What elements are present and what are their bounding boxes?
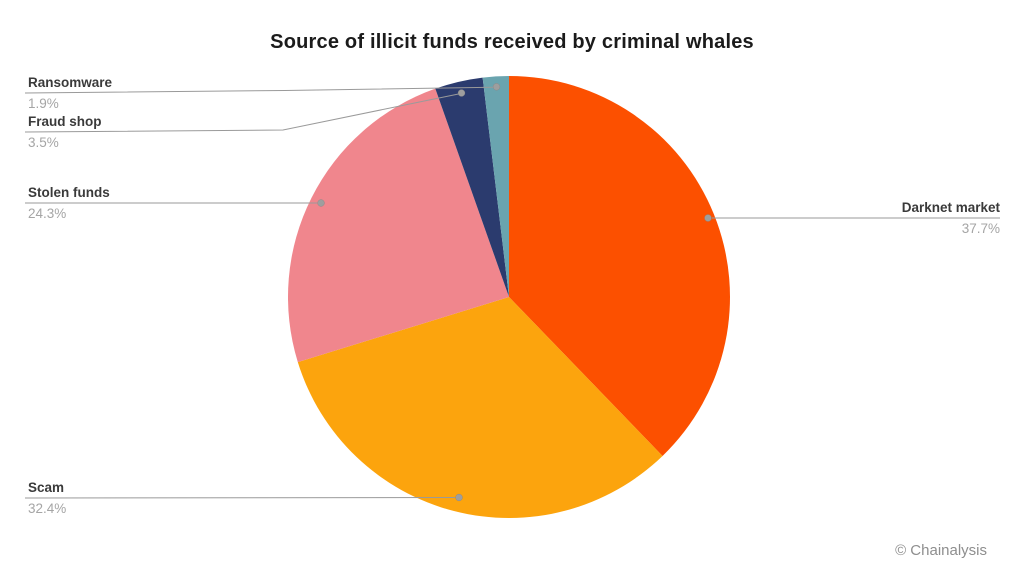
pie-slice-stolen-funds: [288, 88, 509, 363]
callout-fraud-shop: Fraud shop 3.5%: [28, 115, 102, 150]
callout-fraud-shop-percent: 3.5%: [28, 135, 59, 150]
leader-line-scam: [24, 497, 456, 499]
leader-dot-scam: [455, 493, 463, 502]
chart-title: Source of illicit funds received by crim…: [270, 31, 754, 53]
callout-stolen-funds: Stolen funds 24.3%: [28, 186, 110, 221]
callout-scam-label: Scam: [28, 480, 65, 495]
leader-line-fraud-shop: [24, 93, 459, 133]
callout-darknet-market-percent: 37.7%: [961, 221, 1000, 236]
callout-ransomware: Ransomware 1.9%: [28, 76, 112, 111]
callout-stolen-funds-label: Stolen funds: [28, 185, 110, 200]
leader-dot-ransomware: [492, 83, 501, 91]
pie: [288, 76, 730, 518]
pie-slice-ransomware: [482, 76, 509, 297]
callout-ransomware-percent: 1.9%: [28, 96, 59, 111]
callout-stolen-funds-percent: 24.3%: [28, 206, 67, 221]
leader-dot-fraud-shop: [457, 89, 466, 97]
callout-scam: Scam 32.4%: [28, 481, 66, 516]
callout-darknet-market: Darknet market 37.7%: [902, 201, 1000, 236]
pie-slice-scam: [297, 297, 663, 518]
pie-slice-fraud-shop: [435, 77, 509, 297]
leader-lines: [24, 83, 1000, 502]
pie-slice-darknet-market: [509, 76, 730, 456]
leader-dot-darknet-market: [704, 214, 712, 222]
callout-darknet-market-label: Darknet market: [901, 200, 1000, 215]
leader-dot-stolen-funds: [317, 199, 325, 207]
callout-scam-percent: 32.4%: [28, 501, 67, 516]
leader-line-ransomware: [24, 86, 494, 94]
callout-ransomware-label: Ransomware: [28, 75, 113, 90]
chainalysis-attribution: © Chainalysis: [895, 542, 987, 559]
callout-fraud-shop-label: Fraud shop: [28, 114, 102, 129]
